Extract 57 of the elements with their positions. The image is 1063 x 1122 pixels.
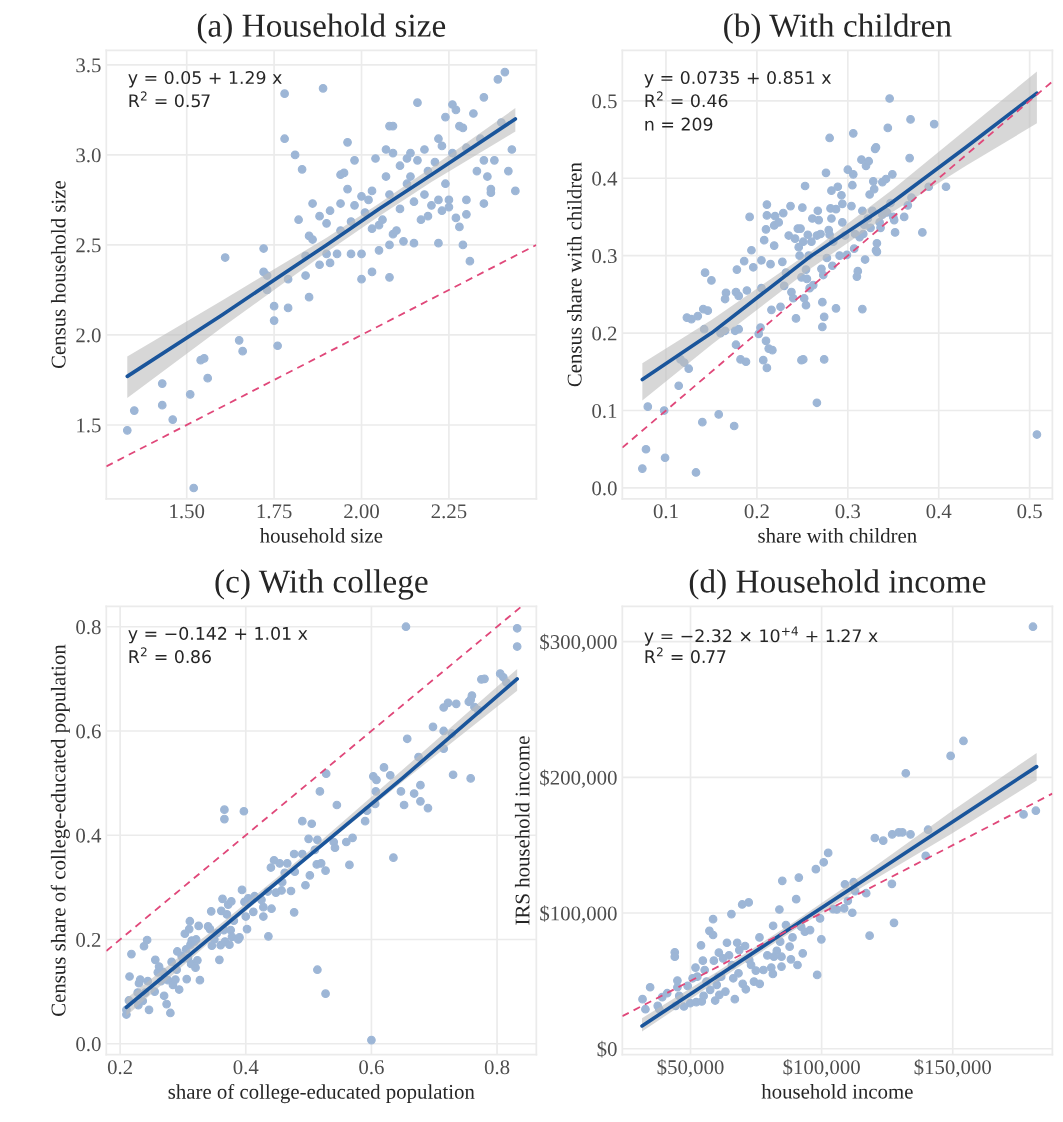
y-tick-label: 0.2: [592, 326, 617, 341]
y-tick-label: 0.0: [76, 1037, 101, 1052]
chart-title: (c) With college: [215, 569, 428, 600]
chart-title: (a) Household size: [197, 13, 446, 44]
y-tick-label: 0.1: [592, 403, 617, 419]
x-tick-label: 0.2: [107, 1060, 132, 1075]
x-axis-title: household size: [259, 528, 383, 543]
x-axis-title: share with children: [758, 528, 917, 543]
y-tick-label: $300,000: [540, 633, 617, 653]
y-tick-label: 3.0: [76, 148, 101, 163]
x-tick-label: 0.1: [653, 504, 678, 519]
y-tick-label: $100,000: [540, 905, 617, 924]
y-axis-title: IRS household income: [514, 736, 530, 925]
y-tick-label: 1.5: [77, 418, 101, 433]
annotation: y = 0.05 + 1.29 x: [128, 70, 282, 88]
x-axis-title: share of college-educated population: [168, 1083, 475, 1104]
y-tick-label: $0: [597, 1040, 617, 1058]
y-tick-label: 0.4: [76, 828, 102, 843]
annotation: R$^{2}$ = 0.86: [129, 647, 211, 664]
x-tick-label: 0.6: [359, 1060, 384, 1075]
y-axis-title: Census share of college-educated population: [50, 644, 70, 1016]
y-tick-label: 0.5: [592, 94, 617, 109]
x-tick-label: 0.3: [835, 504, 861, 519]
y-tick-label: 0.8: [76, 620, 101, 635]
annotation: y = −2.32 × 10$^{+4}$ + 1.27 x: [644, 626, 878, 646]
y-tick-label: 0.2: [76, 932, 101, 947]
annotation: y = 0.0735 + 0.851 x: [644, 70, 831, 88]
x-tick-label: 2.00: [344, 504, 379, 519]
x-tick-label: 0.8: [484, 1060, 510, 1075]
x-tick-label: $100,000: [783, 1058, 860, 1078]
x-tick-label: 0.4: [926, 504, 952, 519]
y-axis-title: Census household size: [50, 181, 66, 369]
annotation: R$^{2}$ = 0.46: [645, 91, 728, 108]
x-tick-label: 0.4: [233, 1060, 259, 1075]
x-tick-label: 1.50: [170, 504, 205, 519]
chart-title: (d) Household income: [689, 569, 986, 600]
annotation: y = −0.142 + 1.01 x: [128, 626, 308, 644]
annotation: R$^{2}$ = 0.77: [645, 647, 726, 664]
y-tick-label: 2.0: [76, 328, 101, 343]
y-tick-label: 0.3: [592, 249, 617, 264]
annotation: R$^{2}$ = 0.57: [129, 91, 210, 108]
y-axis-title: Census share with children: [566, 162, 582, 387]
x-axis-title: household income: [761, 1083, 913, 1099]
annotation: n = 209: [645, 117, 713, 131]
x-tick-label: $150,000: [914, 1058, 991, 1078]
x-tick-label: $50,000: [657, 1058, 724, 1078]
y-tick-label: 0.0: [592, 481, 617, 496]
x-tick-label: 0.2: [744, 504, 769, 519]
y-tick-label: 3.5: [76, 58, 101, 73]
chart-title: (b) With children: [724, 13, 952, 44]
x-tick-label: 0.5: [1017, 504, 1042, 519]
y-tick-label: 2.5: [76, 238, 101, 253]
y-tick-label: 0.4: [592, 171, 618, 186]
x-tick-label: 1.75: [257, 504, 292, 519]
y-tick-label: $200,000: [540, 769, 617, 788]
x-tick-label: 2.25: [431, 504, 467, 519]
y-tick-label: 0.6: [76, 724, 101, 739]
